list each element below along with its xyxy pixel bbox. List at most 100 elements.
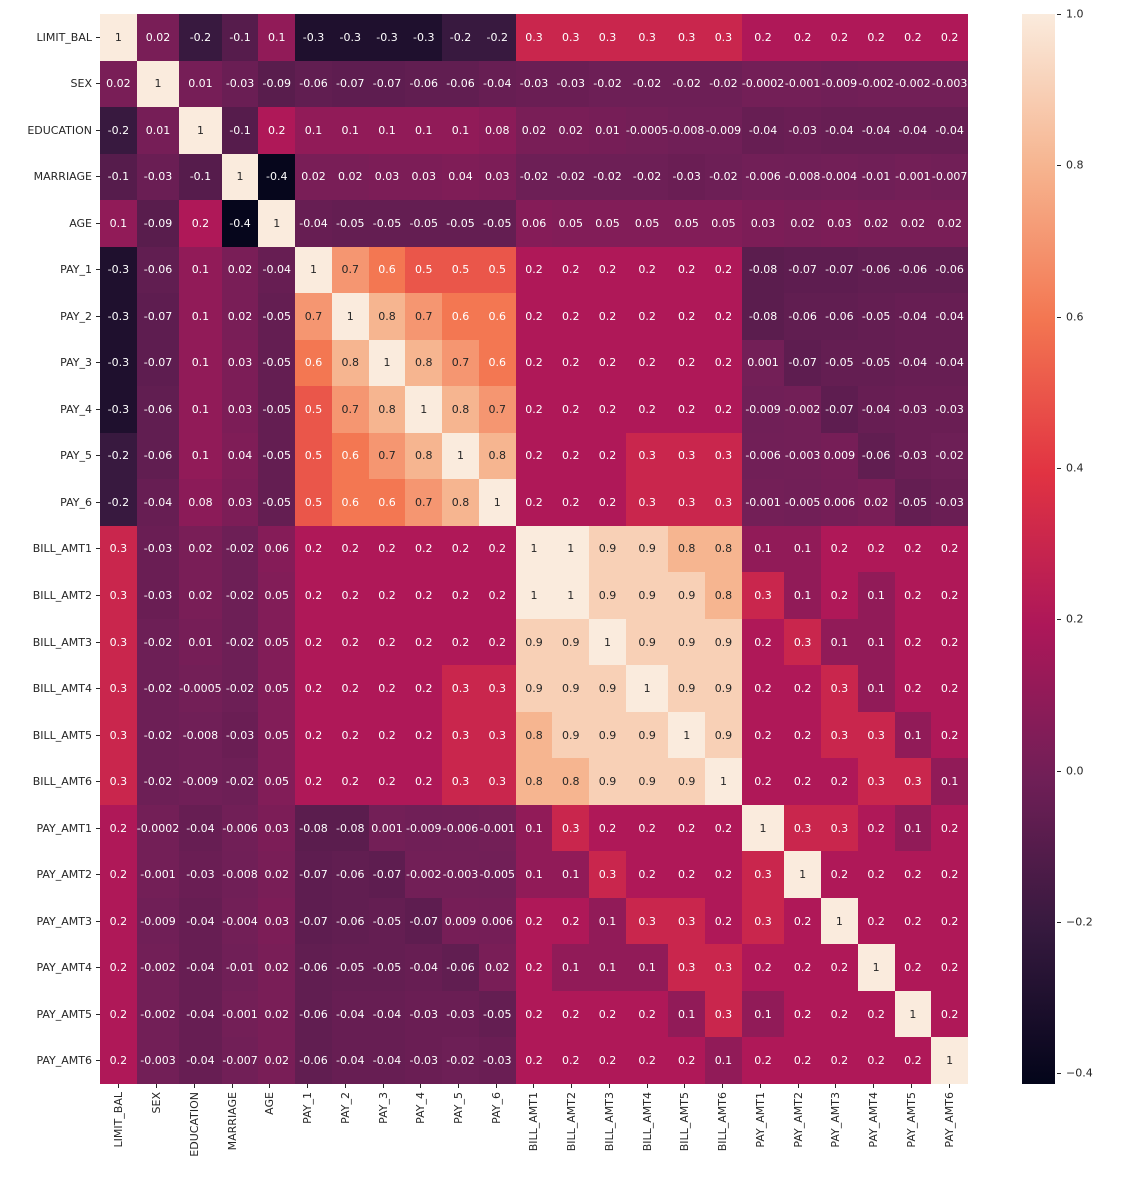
column-label: BILL_AMT3 bbox=[591, 1084, 629, 1190]
heatmap-cell: 0.01 bbox=[136, 107, 180, 154]
column-label: PAY_3 bbox=[364, 1084, 402, 1190]
heatmap-cell: -0.05 bbox=[821, 339, 858, 387]
x-tick-mark bbox=[118, 1084, 120, 1088]
heatmap-cell: 0.2 bbox=[931, 851, 968, 898]
heatmap-cell: -0.06 bbox=[894, 246, 932, 294]
heatmap-cell: -0.05 bbox=[258, 432, 296, 480]
heatmap-cell: 0.2 bbox=[442, 572, 479, 619]
heatmap-cell: 0.2 bbox=[784, 1037, 822, 1084]
column-label: LIMIT_BAL bbox=[100, 1084, 138, 1190]
heatmap-cell: 0.03 bbox=[741, 200, 785, 247]
heatmap-cell: 0.2 bbox=[478, 572, 516, 619]
column-label: BILL_AMT5 bbox=[666, 1084, 704, 1190]
heatmap-cell: 0.2 bbox=[894, 1037, 932, 1084]
heatmap-cell: -0.04 bbox=[295, 200, 332, 247]
heatmap-cell: 0.8 bbox=[442, 386, 479, 433]
column-label: PAY_AMT6 bbox=[930, 1084, 968, 1190]
x-tick-mark bbox=[231, 1084, 233, 1088]
heatmap-cell: -0.009 bbox=[405, 804, 443, 852]
row-label: LIMIT_BAL bbox=[0, 14, 100, 61]
heatmap-cell: 0.3 bbox=[668, 944, 706, 991]
heatmap-cell: -0.06 bbox=[857, 246, 895, 294]
heatmap-cell: 0.3 bbox=[668, 432, 706, 480]
heatmap-cell: -0.02 bbox=[589, 60, 626, 108]
colorbar-tick-mark bbox=[1057, 619, 1061, 621]
heatmap-cell: 0.1 bbox=[179, 339, 222, 387]
heatmap-cell: -0.06 bbox=[295, 1037, 332, 1084]
heatmap-cell: 0.02 bbox=[258, 1037, 296, 1084]
heatmap-cell: 0.3 bbox=[705, 14, 742, 61]
row-label: SEX bbox=[0, 61, 100, 108]
heatmap-cell: 0.3 bbox=[589, 851, 626, 898]
heatmap-cell: 1 bbox=[136, 60, 180, 108]
heatmap-cell: -0.02 bbox=[221, 525, 259, 573]
heatmap-cell: 0.02 bbox=[258, 851, 296, 898]
heatmap-cell: -0.006 bbox=[221, 804, 259, 852]
heatmap-cell: 0.2 bbox=[821, 572, 858, 619]
heatmap-cell: -0.08 bbox=[741, 293, 785, 340]
x-tick-mark bbox=[533, 1084, 535, 1088]
heatmap-cell: -0.02 bbox=[625, 60, 669, 108]
column-label: EDUCATION bbox=[175, 1084, 213, 1190]
heatmap-cell: 1 bbox=[295, 246, 332, 294]
heatmap-cell: 0.2 bbox=[295, 665, 332, 712]
heatmap-cell: -0.07 bbox=[295, 851, 332, 898]
heatmap-cell: -0.05 bbox=[857, 293, 895, 340]
heatmap-cell: 0.2 bbox=[784, 758, 822, 805]
column-label: PAY_AMT4 bbox=[855, 1084, 893, 1190]
heatmap-cell: 0.3 bbox=[100, 572, 137, 619]
column-label: PAY_AMT3 bbox=[817, 1084, 855, 1190]
heatmap-cell: 0.1 bbox=[741, 990, 785, 1038]
y-tick-mark bbox=[96, 501, 100, 503]
heatmap-cell: 0.5 bbox=[295, 432, 332, 480]
heatmap-cell: -0.2 bbox=[179, 14, 222, 61]
heatmap-cell: -0.08 bbox=[331, 804, 369, 852]
heatmap-cell: 0.2 bbox=[515, 990, 553, 1038]
heatmap-cell: 0.2 bbox=[368, 758, 406, 805]
heatmap-cell: 0.1 bbox=[368, 107, 406, 154]
x-tick-mark bbox=[910, 1084, 912, 1088]
heatmap-cell: 0.06 bbox=[258, 525, 296, 573]
heatmap-cell: 0.2 bbox=[821, 1037, 858, 1084]
row-label: BILL_AMT3 bbox=[0, 619, 100, 666]
heatmap-cell: 1 bbox=[705, 758, 742, 805]
heatmap-cell: 1 bbox=[894, 990, 932, 1038]
heatmap-cell: 0.2 bbox=[589, 1037, 626, 1084]
heatmap-cell: 0.2 bbox=[894, 618, 932, 666]
heatmap-cell: -0.02 bbox=[515, 153, 553, 201]
heatmap-cell: 0.6 bbox=[478, 293, 516, 340]
column-label: PAY_2 bbox=[326, 1084, 364, 1190]
row-label: BILL_AMT2 bbox=[0, 572, 100, 619]
heatmap-cell: 0.01 bbox=[589, 107, 626, 154]
heatmap-cell: -0.05 bbox=[258, 479, 296, 526]
heatmap-cell: -0.05 bbox=[405, 200, 443, 247]
colorbar-tick-mark bbox=[1057, 468, 1061, 470]
heatmap-cell: 0.9 bbox=[589, 758, 626, 805]
heatmap-cell: -0.06 bbox=[136, 432, 180, 480]
column-label: PAY_AMT2 bbox=[779, 1084, 817, 1190]
heatmap-cell: 0.9 bbox=[589, 665, 626, 712]
heatmap-cell: 0.2 bbox=[331, 758, 369, 805]
heatmap-cell: 0.2 bbox=[821, 758, 858, 805]
heatmap-cell: 0.01 bbox=[179, 618, 222, 666]
heatmap-cell: -0.004 bbox=[221, 897, 259, 945]
heatmap-cell: -0.02 bbox=[705, 153, 742, 201]
heatmap-cell: -0.04 bbox=[179, 897, 222, 945]
heatmap-cell: 0.2 bbox=[784, 897, 822, 945]
y-tick-mark bbox=[96, 781, 100, 783]
heatmap-cell: 1 bbox=[552, 572, 590, 619]
heatmap-cell: -0.4 bbox=[221, 200, 259, 247]
heatmap-cell: -0.05 bbox=[368, 200, 406, 247]
heatmap-cell: 0.1 bbox=[857, 618, 895, 666]
heatmap-cell: 0.2 bbox=[405, 665, 443, 712]
heatmap-cell: 0.001 bbox=[741, 339, 785, 387]
heatmap-cell: 0.3 bbox=[784, 804, 822, 852]
heatmap-cell: 0.9 bbox=[589, 525, 626, 573]
heatmap-cell: -0.008 bbox=[668, 107, 706, 154]
heatmap-cell: -0.06 bbox=[331, 897, 369, 945]
heatmap-cell: 0.2 bbox=[515, 897, 553, 945]
heatmap-cell: 0.02 bbox=[931, 200, 968, 247]
heatmap-cell: 0.2 bbox=[894, 525, 932, 573]
heatmap-cell: -0.002 bbox=[784, 386, 822, 433]
heatmap-cell: -0.05 bbox=[258, 386, 296, 433]
